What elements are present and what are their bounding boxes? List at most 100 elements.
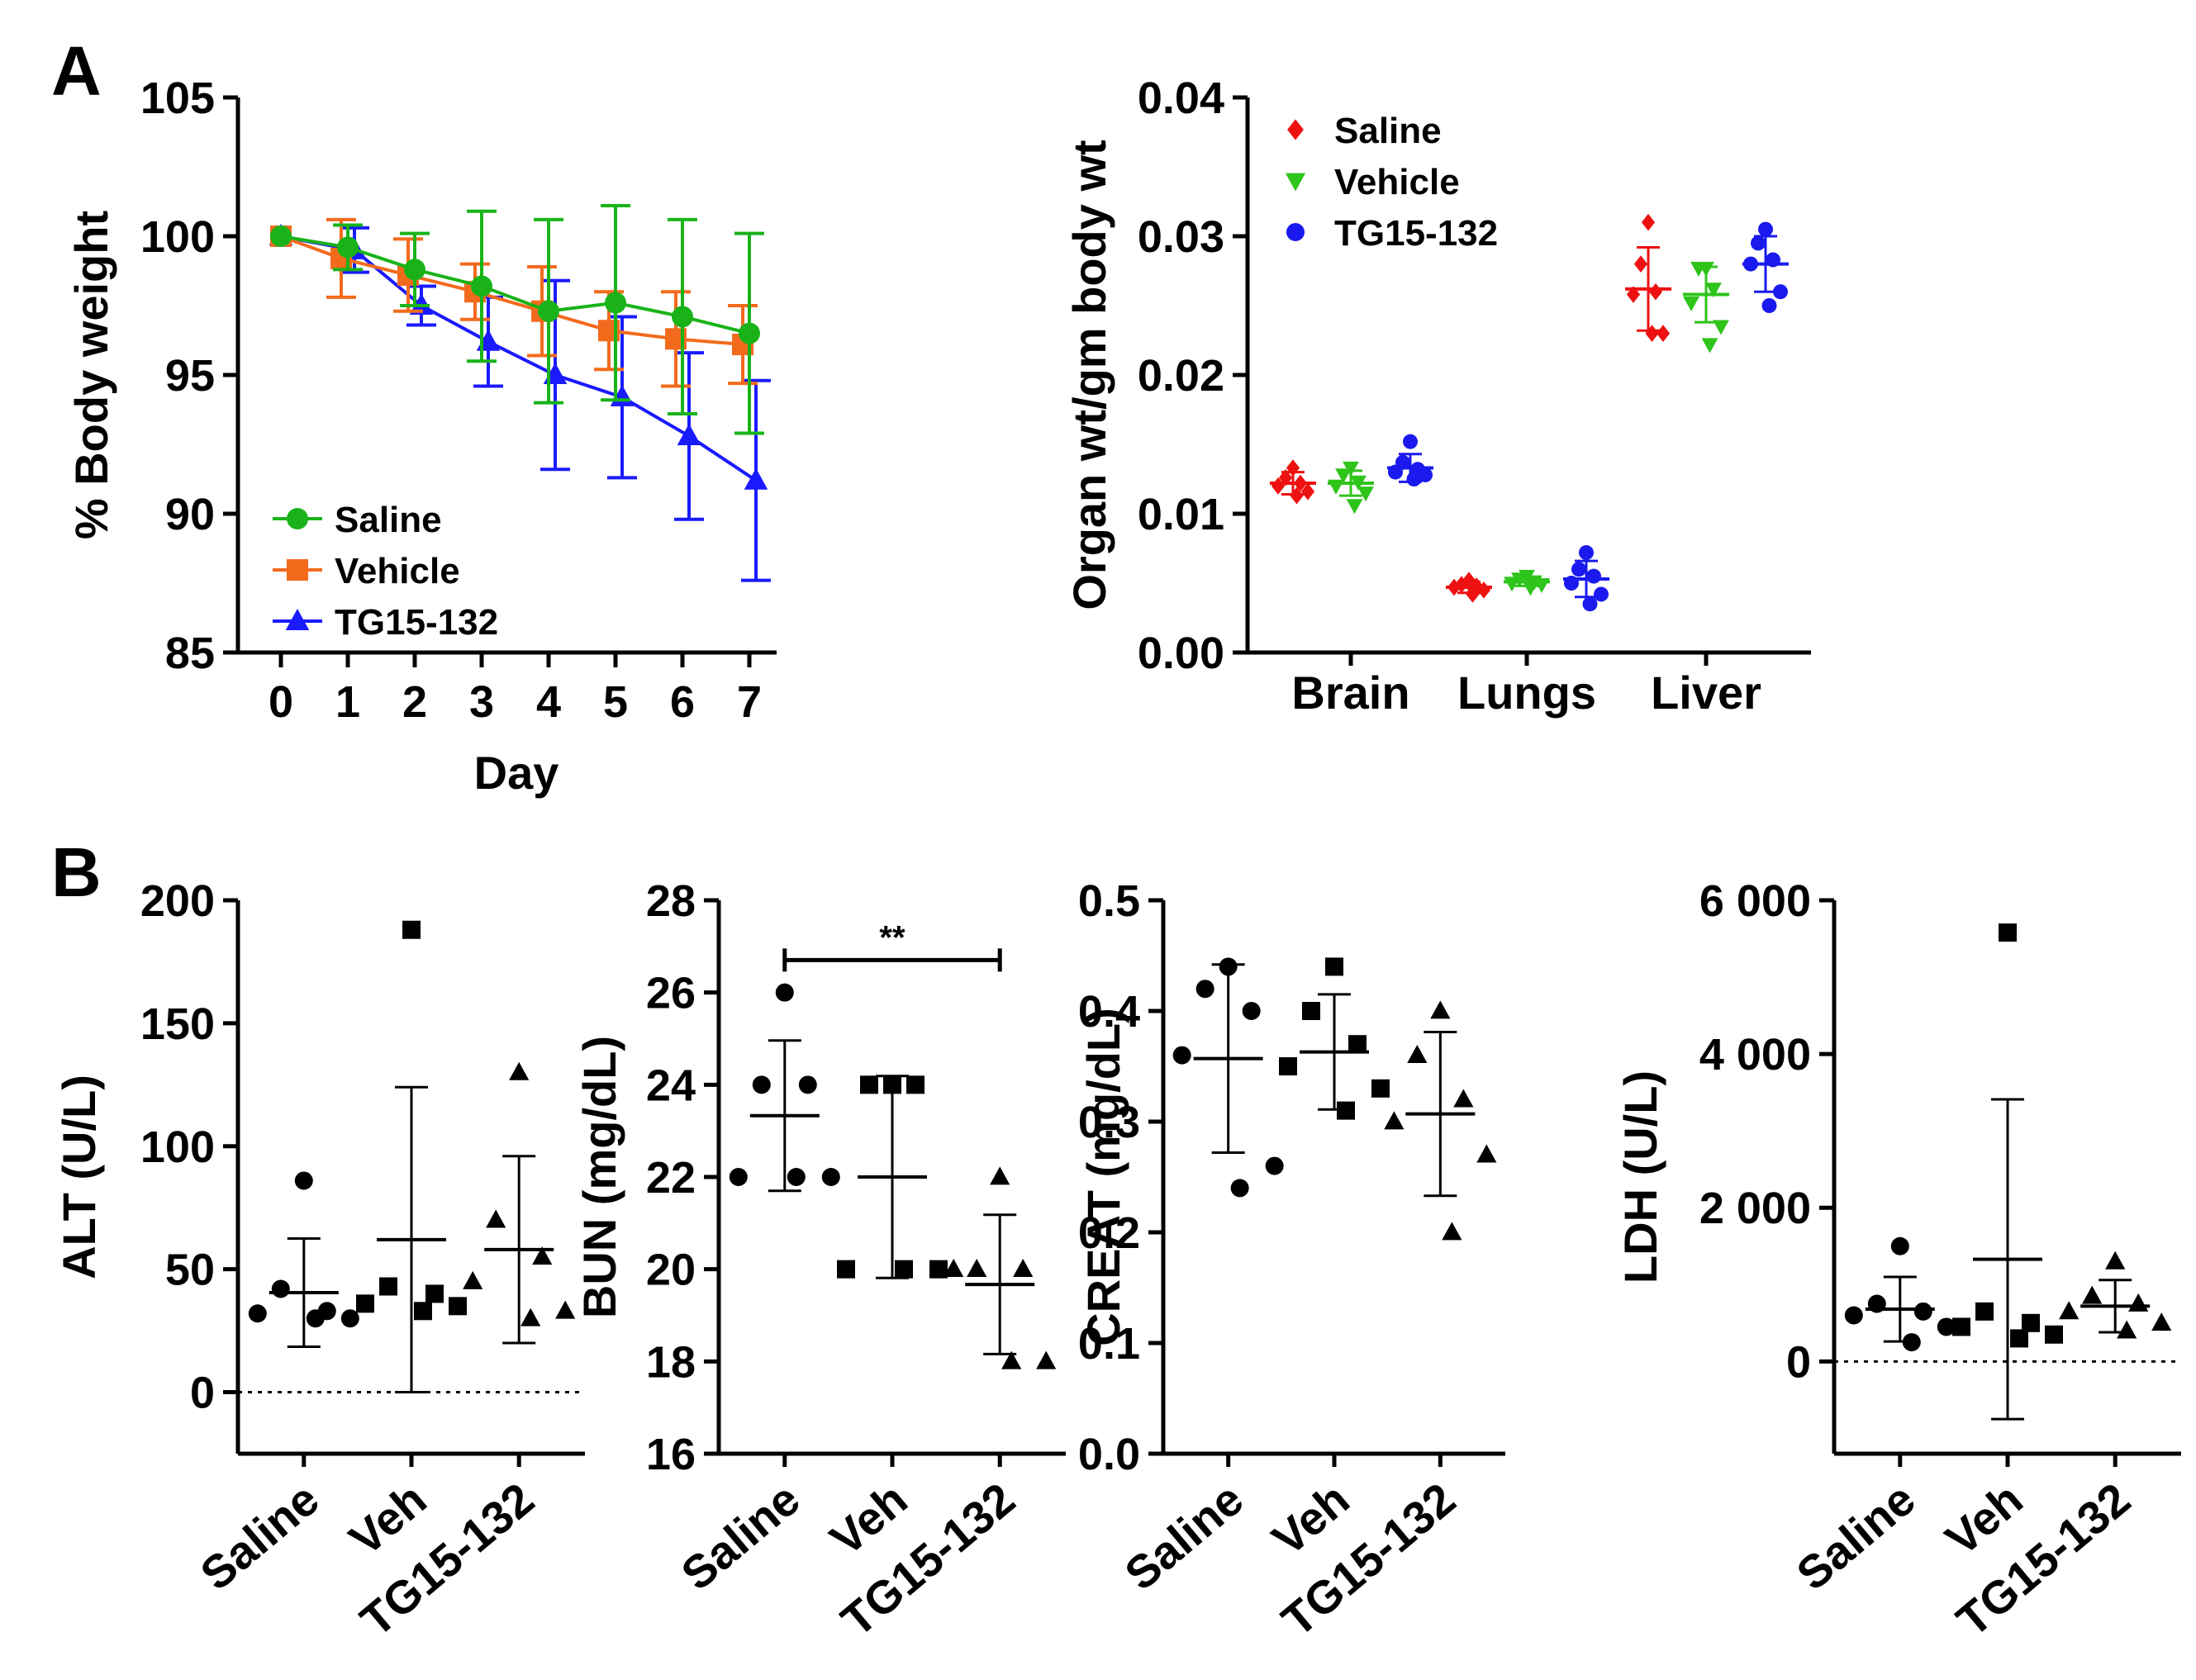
y-tick-label: 200: [140, 876, 215, 926]
legend-label: Vehicle: [335, 551, 460, 591]
data-point: [248, 1304, 267, 1323]
data-point: [1302, 1002, 1320, 1020]
data-point: [509, 1061, 530, 1080]
data-point: [1454, 576, 1469, 594]
series-line: [280, 235, 758, 482]
y-tick-label: 0.2: [1078, 1208, 1140, 1258]
legend-marker: [287, 508, 308, 529]
data-point: [775, 983, 794, 1002]
group-tg15-132: [463, 1061, 576, 1345]
legend-label: Saline: [335, 500, 442, 540]
y-tick-label: 24: [646, 1061, 696, 1110]
data-point: [1571, 562, 1586, 577]
group-tg15-132: [2059, 1251, 2172, 1339]
data-point: [1384, 1111, 1405, 1130]
y-tick-label: 0.02: [1138, 351, 1224, 401]
data-point: [270, 225, 292, 247]
data-point: [1701, 338, 1718, 354]
y-axis-title: % Body weight: [65, 211, 117, 539]
group-veh: [1279, 957, 1390, 1120]
y-tick-label: 4 000: [1699, 1030, 1811, 1080]
data-point: [1407, 1044, 1428, 1063]
data-point: [860, 1075, 878, 1094]
group-veh: [837, 1075, 948, 1279]
data-point: [1913, 1302, 1932, 1321]
x-tick-label: 0: [269, 677, 293, 727]
legend-marker: [1286, 223, 1305, 241]
y-tick-label: 105: [140, 74, 215, 123]
data-point: [1999, 923, 2017, 942]
y-tick-label: 0.01: [1138, 490, 1224, 539]
data-point: [1453, 1089, 1474, 1108]
data-point: [1418, 467, 1433, 482]
data-point: [1442, 1222, 1462, 1241]
data-point: [1013, 1259, 1034, 1278]
category-label: Saline: [1115, 1473, 1253, 1600]
data-point: [744, 467, 768, 490]
data-point: [944, 1259, 964, 1278]
series-vehicle: [1328, 261, 1729, 596]
data-point: [729, 1168, 748, 1186]
panel-label-a: A: [51, 32, 102, 110]
data-point: [538, 300, 559, 322]
category-label: Lungs: [1457, 667, 1596, 719]
y-tick-label: 26: [646, 969, 696, 1018]
x-tick-label: 4: [536, 677, 561, 727]
data-point: [1290, 486, 1304, 505]
data-point: [1406, 472, 1422, 486]
data-point: [2010, 1329, 2028, 1348]
category-label: Saline: [1787, 1473, 1925, 1600]
y-tick-label: 0.03: [1138, 212, 1224, 262]
data-point: [1937, 1317, 1956, 1336]
data-point: [1773, 284, 1788, 300]
legend-marker: [1285, 173, 1306, 192]
panel-label-b: B: [51, 833, 102, 911]
group-saline: [729, 983, 840, 1193]
organ-weight-chart: 0.00 0.01 0.02 0.03 0.04 Organ wt/gm body wt B…: [1063, 74, 1811, 719]
data-point: [449, 1297, 467, 1316]
data-point: [739, 322, 760, 344]
legend-label: TG15-132: [1334, 213, 1498, 254]
y-axis-title: ALT (U/L): [53, 1075, 105, 1279]
data-point: [2022, 1313, 2040, 1332]
legend-label: Vehicle: [1334, 162, 1460, 202]
data-point: [2151, 1312, 2172, 1331]
data-point: [605, 292, 626, 314]
data-point: [425, 1284, 444, 1303]
data-point: [2059, 1301, 2080, 1320]
y-tick-label: 0.00: [1138, 629, 1224, 678]
y-tick-label: 100: [140, 1122, 215, 1172]
data-point: [1346, 499, 1363, 515]
data-point: [1036, 1350, 1057, 1369]
y-tick-label: 16: [646, 1430, 696, 1479]
data-point: [1371, 1079, 1390, 1098]
y-tick-label: 0.4: [1078, 987, 1140, 1037]
data-point: [2128, 1293, 2149, 1312]
data-point: [476, 329, 501, 351]
data-point: [967, 1259, 987, 1278]
data-point: [294, 1171, 313, 1190]
group-tg15-132: [1384, 1000, 1497, 1241]
data-point: [1286, 459, 1300, 477]
y-tick-label: 0.0: [1078, 1430, 1140, 1479]
data-point: [752, 1075, 771, 1094]
data-point: [379, 1277, 397, 1296]
category-label: Brain: [1291, 667, 1409, 719]
group-veh: [356, 920, 467, 1394]
data-point: [1430, 1000, 1451, 1019]
legend-label: TG15-132: [335, 602, 498, 643]
legend-label: Saline: [1334, 111, 1442, 151]
y-tick-label: 100: [140, 212, 215, 262]
data-point: [520, 1307, 541, 1326]
data-point: [1466, 586, 1480, 603]
data-point: [2105, 1251, 2126, 1269]
data-point: [337, 236, 359, 259]
data-point: [471, 275, 492, 297]
y-tick-label: 50: [165, 1246, 215, 1295]
data-point: [672, 306, 693, 328]
data-point: [402, 920, 421, 939]
y-tick-label: 150: [140, 999, 215, 1049]
data-point: [1335, 468, 1352, 484]
